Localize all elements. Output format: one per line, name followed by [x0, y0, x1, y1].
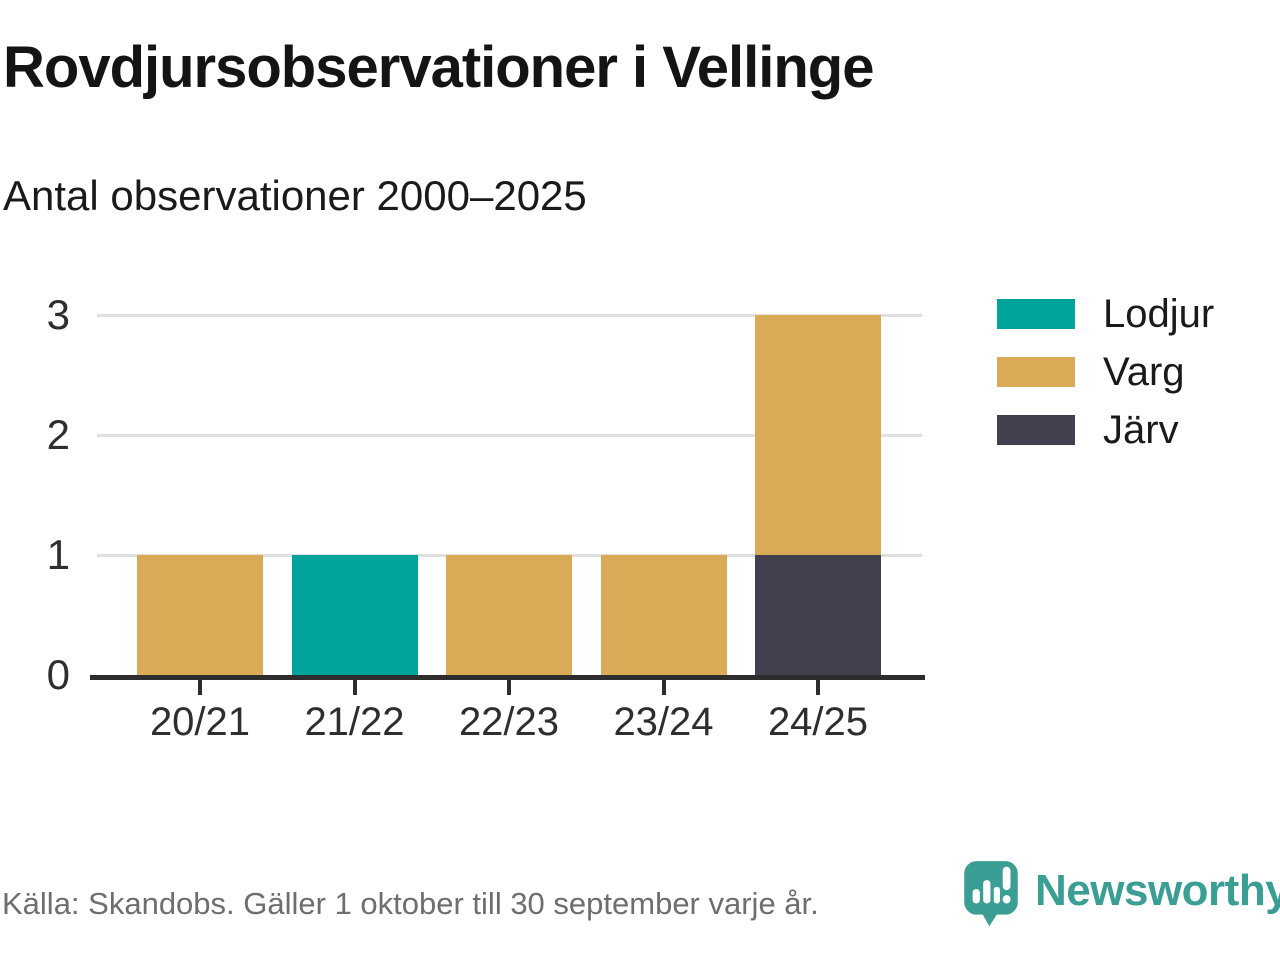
y-axis-tick-label: 2	[46, 411, 70, 458]
legend-item-varg: Varg	[997, 350, 1214, 394]
x-axis-tick	[661, 680, 666, 695]
source-note: Källa: Skandobs. Gäller 1 oktober till 3…	[2, 886, 819, 921]
legend-item-lodjur: Lodjur	[997, 292, 1214, 336]
chart-subtitle: Antal observationer 2000–2025	[3, 172, 587, 219]
y-axis-tick-label: 0	[46, 651, 70, 698]
bar-segment-varg-22-23	[446, 555, 572, 675]
bar-segment-lodjur-21-22	[291, 555, 418, 675]
legend-label: Varg	[1103, 349, 1185, 394]
legend-label: Järv	[1103, 407, 1179, 452]
x-axis-tick-label: 20/21	[149, 700, 251, 744]
legend-swatch-lodjur	[997, 299, 1075, 329]
x-axis-tick	[198, 680, 202, 695]
chart-legend: Lodjur Varg Järv	[997, 292, 1214, 473]
bar-segment-järv-24-25	[755, 555, 881, 675]
x-axis-tick-label: 23/24	[613, 700, 714, 744]
newsworthy-logo-icon	[964, 861, 1018, 927]
x-axis-tick	[816, 680, 820, 695]
newsworthy-logo: Newsworthy	[963, 860, 1280, 928]
bar-segment-varg-24-25	[755, 315, 881, 555]
legend-label: Lodjur	[1103, 291, 1215, 336]
legend-swatch-varg	[997, 357, 1075, 387]
y-axis-tick-label: 3	[46, 291, 70, 338]
gridline-y-3	[97, 313, 922, 317]
bar-segment-varg-23-24	[600, 555, 727, 675]
x-axis-tick	[507, 680, 511, 695]
chart-title: Rovdjursobservationer i Vellinge	[3, 35, 874, 100]
x-axis-tick-label: 21/22	[304, 700, 405, 744]
gridline-y-2	[97, 433, 922, 437]
x-axis-tick-label: 22/23	[458, 700, 560, 744]
x-axis-line	[90, 675, 925, 680]
newsworthy-logo-text: Newsworthy	[1035, 866, 1280, 915]
legend-swatch-järv	[997, 415, 1075, 445]
bar-segment-varg-20-21	[137, 555, 263, 675]
x-axis-tick-label: 24/25	[767, 700, 869, 744]
y-axis-tick-label: 1	[46, 531, 70, 578]
x-axis-tick	[352, 680, 357, 695]
legend-item-järv: Järv	[997, 408, 1214, 452]
